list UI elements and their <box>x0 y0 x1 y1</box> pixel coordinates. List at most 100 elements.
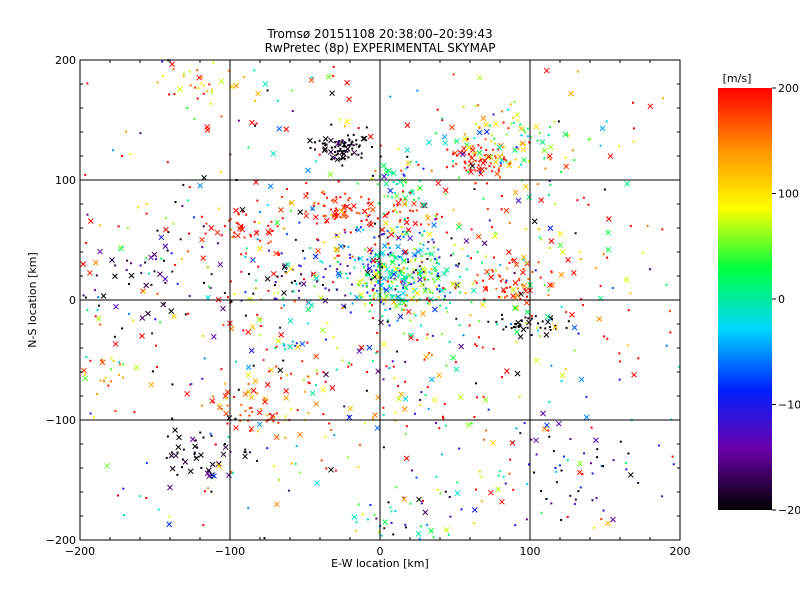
data-point <box>552 450 555 453</box>
data-point <box>497 169 500 172</box>
data-point <box>480 160 487 166</box>
data-point <box>492 159 499 165</box>
data-point <box>348 139 351 142</box>
data-point <box>312 253 319 260</box>
data-point <box>216 463 222 469</box>
data-point <box>439 304 442 307</box>
data-point <box>366 258 369 261</box>
data-point <box>428 303 431 306</box>
data-point <box>487 489 494 496</box>
data-point <box>197 182 204 189</box>
data-point <box>400 308 403 311</box>
data-point <box>369 503 372 506</box>
data-point <box>208 83 211 86</box>
data-point <box>507 127 510 130</box>
data-point <box>384 291 387 294</box>
data-point <box>336 150 339 153</box>
data-points <box>80 59 681 540</box>
data-point <box>227 69 230 72</box>
data-point <box>402 396 409 402</box>
data-point <box>510 103 513 106</box>
data-point <box>248 273 251 276</box>
data-point <box>428 527 435 534</box>
data-point <box>285 271 288 274</box>
data-point <box>94 315 97 318</box>
data-point <box>405 288 408 291</box>
data-point <box>471 145 474 148</box>
data-point <box>480 146 483 149</box>
data-point <box>327 171 334 178</box>
data-point <box>568 90 574 97</box>
data-point <box>443 402 446 405</box>
data-point <box>524 131 527 134</box>
data-point <box>245 329 252 335</box>
data-point <box>500 208 503 211</box>
data-point <box>230 300 233 303</box>
data-point <box>522 258 525 261</box>
data-point <box>355 226 358 229</box>
data-point <box>490 268 493 271</box>
data-point <box>307 381 310 384</box>
data-point <box>367 267 370 270</box>
data-point <box>295 445 298 448</box>
data-point <box>127 282 130 285</box>
data-point <box>329 265 332 268</box>
data-point <box>298 264 301 267</box>
data-point <box>278 253 281 256</box>
data-point <box>370 257 377 264</box>
data-point <box>581 473 584 476</box>
data-point <box>560 380 563 383</box>
data-point <box>196 69 199 72</box>
data-point <box>661 228 664 231</box>
data-point <box>514 158 517 161</box>
data-point <box>508 261 511 264</box>
data-point <box>416 338 419 341</box>
data-point <box>277 252 280 255</box>
data-point <box>350 209 353 212</box>
data-point <box>478 171 481 174</box>
data-point <box>314 480 320 486</box>
data-point <box>499 275 502 278</box>
data-point <box>502 328 505 331</box>
data-point <box>469 155 472 158</box>
data-point <box>485 286 488 289</box>
data-point <box>510 286 517 293</box>
data-point <box>397 148 400 151</box>
data-point <box>402 173 405 176</box>
data-point <box>287 317 294 324</box>
data-point <box>438 284 441 287</box>
data-point <box>260 298 263 301</box>
data-point <box>313 285 316 288</box>
data-point <box>400 169 403 172</box>
data-point <box>548 126 551 129</box>
data-point <box>218 403 221 406</box>
data-point <box>351 302 354 305</box>
data-point <box>517 324 520 327</box>
data-point <box>313 401 320 407</box>
data-point <box>371 317 374 320</box>
data-point <box>387 319 390 322</box>
data-point <box>256 199 259 202</box>
data-point <box>495 320 498 323</box>
data-point <box>395 183 398 186</box>
data-point <box>380 162 387 169</box>
data-point <box>418 265 421 268</box>
data-point <box>537 261 540 264</box>
data-point <box>338 243 344 250</box>
data-point <box>139 333 145 339</box>
data-point <box>435 180 442 187</box>
plot-frame <box>79 59 681 541</box>
data-point <box>373 264 376 267</box>
data-point <box>518 279 521 282</box>
data-point <box>375 289 378 292</box>
data-point <box>511 116 514 119</box>
data-point <box>337 145 340 148</box>
data-point <box>506 249 512 256</box>
data-point <box>496 153 503 160</box>
data-point <box>337 260 340 263</box>
data-point <box>420 391 423 394</box>
data-point <box>501 318 504 321</box>
data-point <box>341 359 344 362</box>
data-point <box>498 470 501 473</box>
data-point <box>538 197 545 203</box>
